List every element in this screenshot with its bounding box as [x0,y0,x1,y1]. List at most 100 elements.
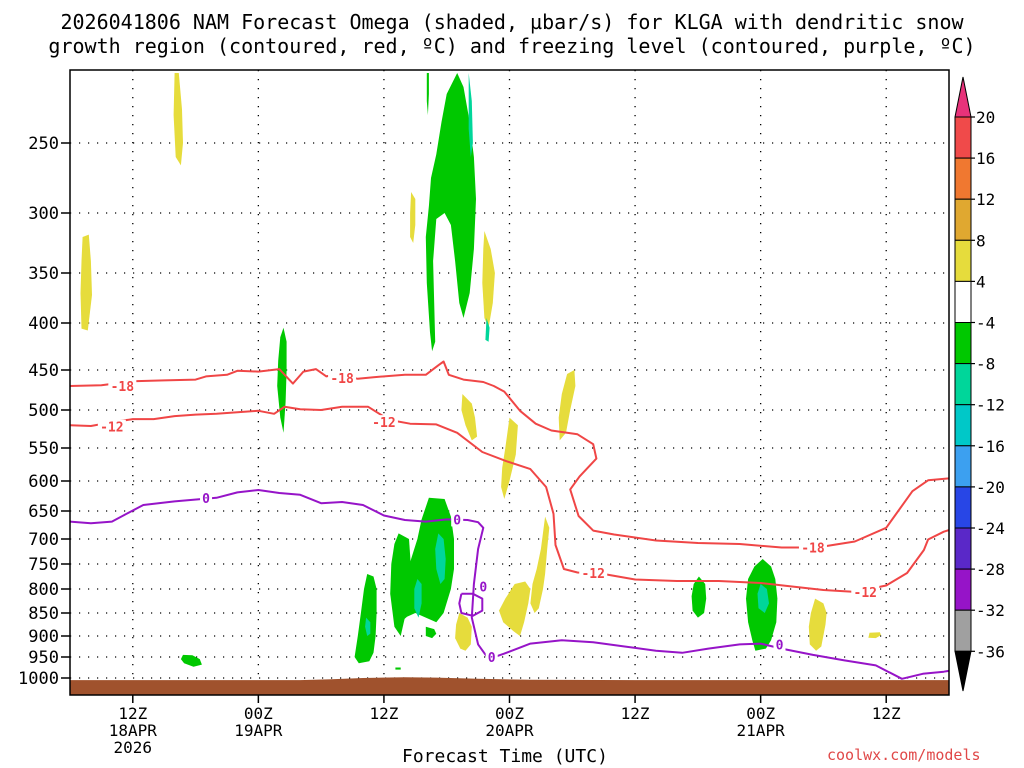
y-tick-label: 300 [28,204,59,224]
x-tick-label: 21APR [737,721,786,740]
credit-link[interactable]: coolwx.com/models [827,746,981,764]
terrain-layer [70,677,949,695]
contour-label-bg [773,637,786,652]
x-tick-label: 12Z [872,704,901,723]
x-tick-label: 12Z [118,704,147,723]
contour-label-bg [477,579,490,594]
colorbar-swatch [954,157,972,200]
colorbar-label: 16 [976,149,995,168]
omega-region [868,632,881,639]
x-tick-label: 12Z [369,704,398,723]
contour-label-bg [798,540,827,555]
omega-region [399,497,454,623]
y-tick-label: 800 [28,580,59,600]
contour-label: -12 [372,416,395,431]
colorbar-label: 12 [976,190,995,209]
omega-region [390,533,412,636]
omega-region [461,394,478,441]
chart-title: 2026041806 NAM Forecast Omega (shaded, µ… [0,10,1024,58]
colorbar-swatch [954,527,972,570]
colorbar-label: -16 [976,437,1005,456]
colorbar-label: 20 [976,108,995,127]
dendritic-contour [70,405,949,593]
colorbar-swatch [954,568,972,611]
contour-label-bg [200,490,213,505]
colorbar-label: 4 [976,272,986,291]
colorbar-swatch [954,609,972,652]
y-tick-label: 550 [28,439,59,459]
y-tick-label: 1000 [18,669,59,689]
chart-title-line-2: growth region (contoured, red, ºC) and f… [48,34,976,58]
omega-region [354,574,377,664]
omega-region [499,581,531,636]
colorbar-arrow-high [954,76,972,118]
omega-region [425,626,437,639]
omega-region [455,613,472,651]
colorbar-label: -8 [976,355,995,374]
omega-region [425,73,476,352]
contour-label: 0 [479,581,487,596]
contour-label: 0 [202,492,210,507]
y-tick-label: 850 [28,604,59,624]
x-axis-title: Forecast Time (UTC) [402,746,608,767]
contour-label-bg [97,419,126,434]
colorbar-label: -28 [976,560,1005,579]
colorbar: 20 16 12 8 4 -4 -8 -12 -16 -20 -24 -28 -32 -36 [954,76,1005,692]
contour-label-bg [851,584,880,599]
y-tick-label: 700 [28,530,59,550]
contour-label-bg [579,566,608,580]
contour-label-bg [108,379,137,393]
omega-region [468,73,473,157]
omega-region [410,192,416,243]
y-axis: 250 300 350 400 450 500 550 600 650 700 750 800 850 9… [18,134,70,689]
contour-label: -12 [581,567,604,582]
y-tick-label: 950 [28,648,59,668]
contour-label: -18 [330,372,354,387]
x-tick-label: 20APR [485,721,534,740]
contour-label: -12 [100,421,123,436]
omega-region [180,654,202,667]
omega-region [365,617,371,636]
freezing-level-contour [70,489,949,680]
y-tick-label: 900 [28,627,59,647]
omega-region [530,516,550,613]
contour-label: -18 [111,380,135,395]
y-tick-label: 450 [28,361,59,381]
omega-region [558,370,576,441]
x-tick-label: 18APR [109,721,158,740]
colorbar-label: -4 [976,314,995,333]
contour-label-bg [328,371,357,385]
x-tick-label: 2026 [114,738,153,757]
colorbar-arrow-low [954,650,972,692]
y-tick-label: 750 [28,555,59,575]
contour-label-bg [369,415,398,430]
omega-region [485,318,490,342]
omega-region [414,579,422,618]
omega-region [482,231,495,328]
contour-label: -18 [801,542,825,557]
x-tick-label: 12Z [621,704,650,723]
omega-region [808,598,827,651]
contour-label: 0 [453,513,461,528]
colorbar-label: -12 [976,396,1005,415]
omega-region [691,576,707,618]
colorbar-swatch [954,280,972,323]
omega-region [395,667,401,670]
omega-region [435,533,446,584]
colorbar-swatch [954,445,972,488]
omega-region [173,73,183,166]
omega-region [277,327,287,433]
omega-region [426,73,429,115]
colorbar-swatch [954,198,972,241]
y-tick-label: 400 [28,314,59,334]
freezing-level-contour [458,592,484,617]
colorbar-label: -20 [976,478,1005,497]
omega-region [80,234,92,331]
colorbar-swatch [954,486,972,529]
contour-label-bg [485,650,498,664]
y-tick-label: 500 [28,401,59,421]
colorbar-swatch [954,322,972,365]
contour-label-bg [451,512,464,527]
